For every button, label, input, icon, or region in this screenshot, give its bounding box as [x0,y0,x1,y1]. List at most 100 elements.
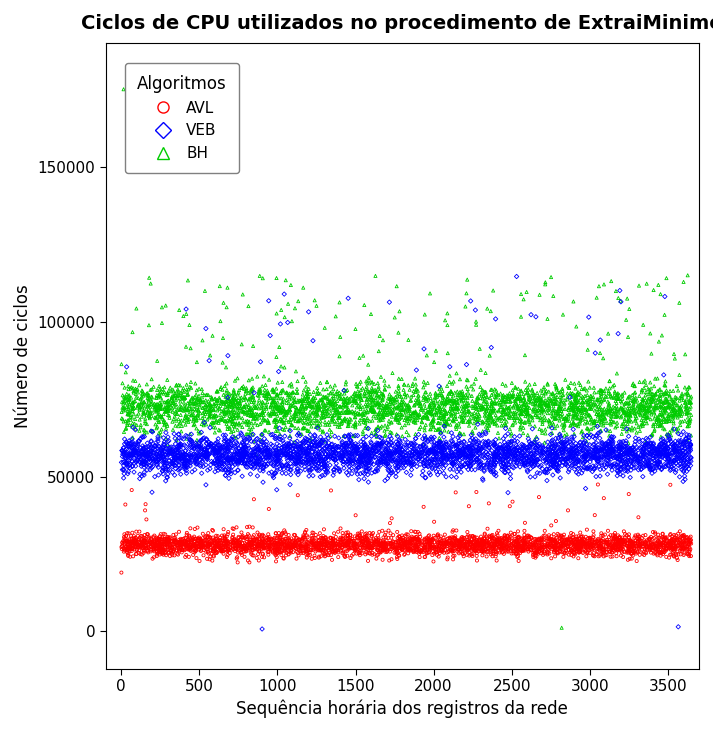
BH [349,386,361,398]
VEB [498,433,509,444]
AVL [160,548,171,559]
BH [601,391,612,403]
BH [268,406,279,417]
BH [476,403,487,415]
VEB [543,441,554,452]
AVL [473,538,484,550]
VEB [518,458,530,469]
AVL [278,545,289,556]
BH [531,405,543,417]
BH [649,413,660,425]
BH [661,428,672,440]
AVL [575,535,587,547]
BH [677,390,688,402]
AVL [516,532,528,544]
AVL [568,534,580,546]
VEB [646,448,657,460]
BH [394,414,405,425]
VEB [189,456,200,468]
VEB [128,448,139,460]
AVL [195,534,206,545]
VEB [402,456,414,468]
BH [179,415,190,427]
BH [665,393,677,405]
BH [178,397,190,408]
AVL [205,538,216,550]
VEB [637,450,649,462]
VEB [382,457,394,468]
AVL [421,535,433,547]
BH [432,389,443,401]
VEB [170,438,181,449]
VEB [654,440,665,452]
BH [366,406,377,417]
AVL [645,537,657,549]
AVL [257,537,268,548]
VEB [145,446,156,458]
BH [419,391,431,403]
VEB [217,449,229,461]
AVL [501,533,513,545]
AVL [349,542,361,554]
VEB [339,447,350,458]
VEB [387,455,399,467]
AVL [256,539,267,550]
BH [164,403,175,414]
AVL [245,539,257,551]
VEB [212,447,224,459]
VEB [273,456,284,468]
AVL [665,529,676,540]
AVL [136,535,148,547]
VEB [620,453,631,465]
VEB [322,447,333,458]
BH [133,379,145,391]
BH [637,319,649,331]
VEB [350,442,361,454]
BH [506,392,517,403]
AVL [166,542,178,553]
AVL [582,542,593,553]
BH [230,393,241,405]
BH [535,384,547,396]
AVL [427,545,438,557]
BH [630,405,642,417]
BH [352,393,364,405]
AVL [197,539,208,550]
BH [677,388,688,400]
VEB [411,440,423,452]
BH [657,396,669,408]
VEB [253,458,265,470]
BH [375,414,386,426]
VEB [214,460,225,471]
BH [492,427,503,438]
BH [195,394,206,406]
AVL [135,537,146,548]
VEB [525,458,537,470]
AVL [207,546,219,558]
BH [306,400,317,412]
BH [426,395,438,407]
AVL [677,541,688,553]
BH [613,393,625,405]
BH [377,403,389,414]
VEB [220,444,231,456]
VEB [355,457,366,468]
AVL [391,548,402,559]
VEB [632,452,644,463]
VEB [668,443,679,455]
AVL [488,533,500,545]
AVL [170,545,182,556]
BH [232,410,244,422]
AVL [313,541,324,553]
AVL [264,534,275,546]
BH [369,397,381,409]
AVL [219,533,230,545]
BH [515,424,526,436]
VEB [138,441,150,453]
AVL [560,537,572,549]
AVL [679,531,690,543]
VEB [262,452,274,464]
AVL [592,539,603,551]
AVL [301,545,312,557]
VEB [364,452,376,463]
